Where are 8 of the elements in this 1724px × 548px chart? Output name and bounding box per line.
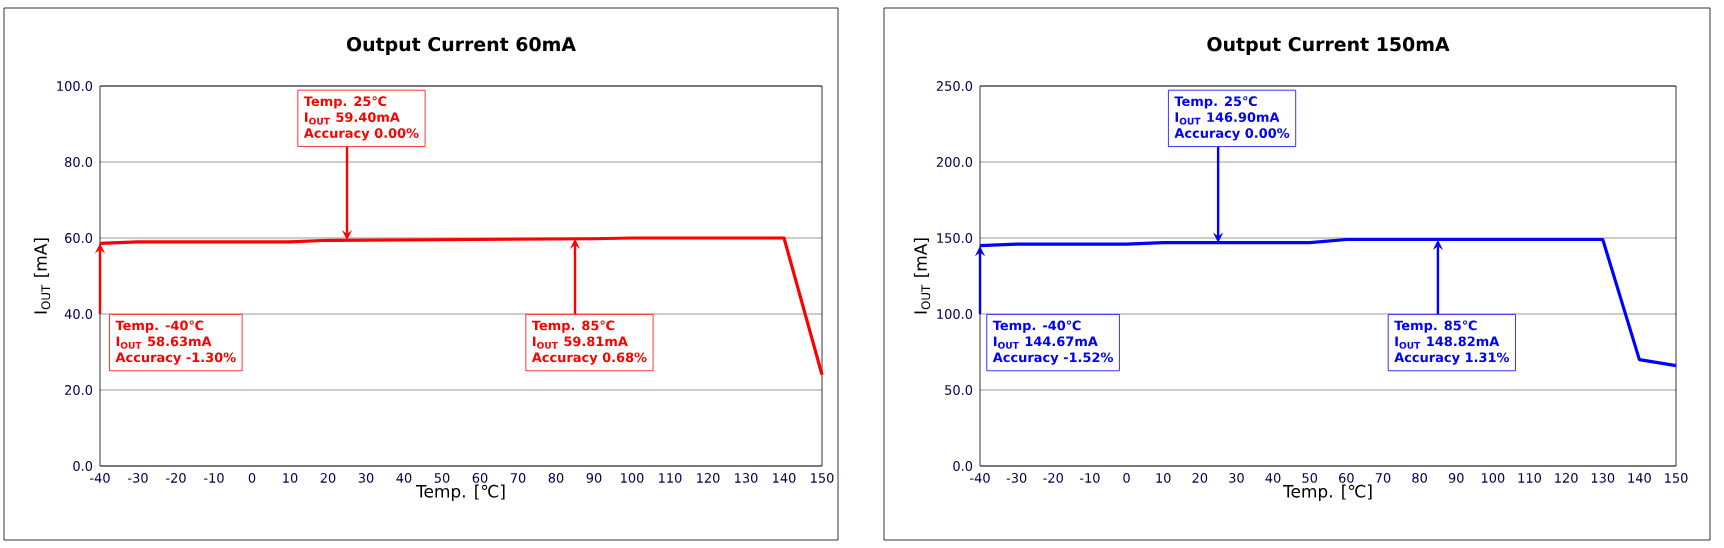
chart-title: Output Current 150mA — [1207, 37, 1450, 55]
line-series — [978, 237, 1678, 368]
y-axis-title: I$_{OUT}$ [mA] — [33, 238, 51, 314]
line-series — [98, 236, 824, 377]
chart-title: Output Current 60mA — [346, 37, 576, 55]
y-axis-title: I$_{OUT}$ [mA] — [913, 238, 931, 314]
x-axis-title: Temp. [℃] — [415, 484, 505, 501]
x-axis-title: Temp. [℃] — [1283, 484, 1372, 501]
